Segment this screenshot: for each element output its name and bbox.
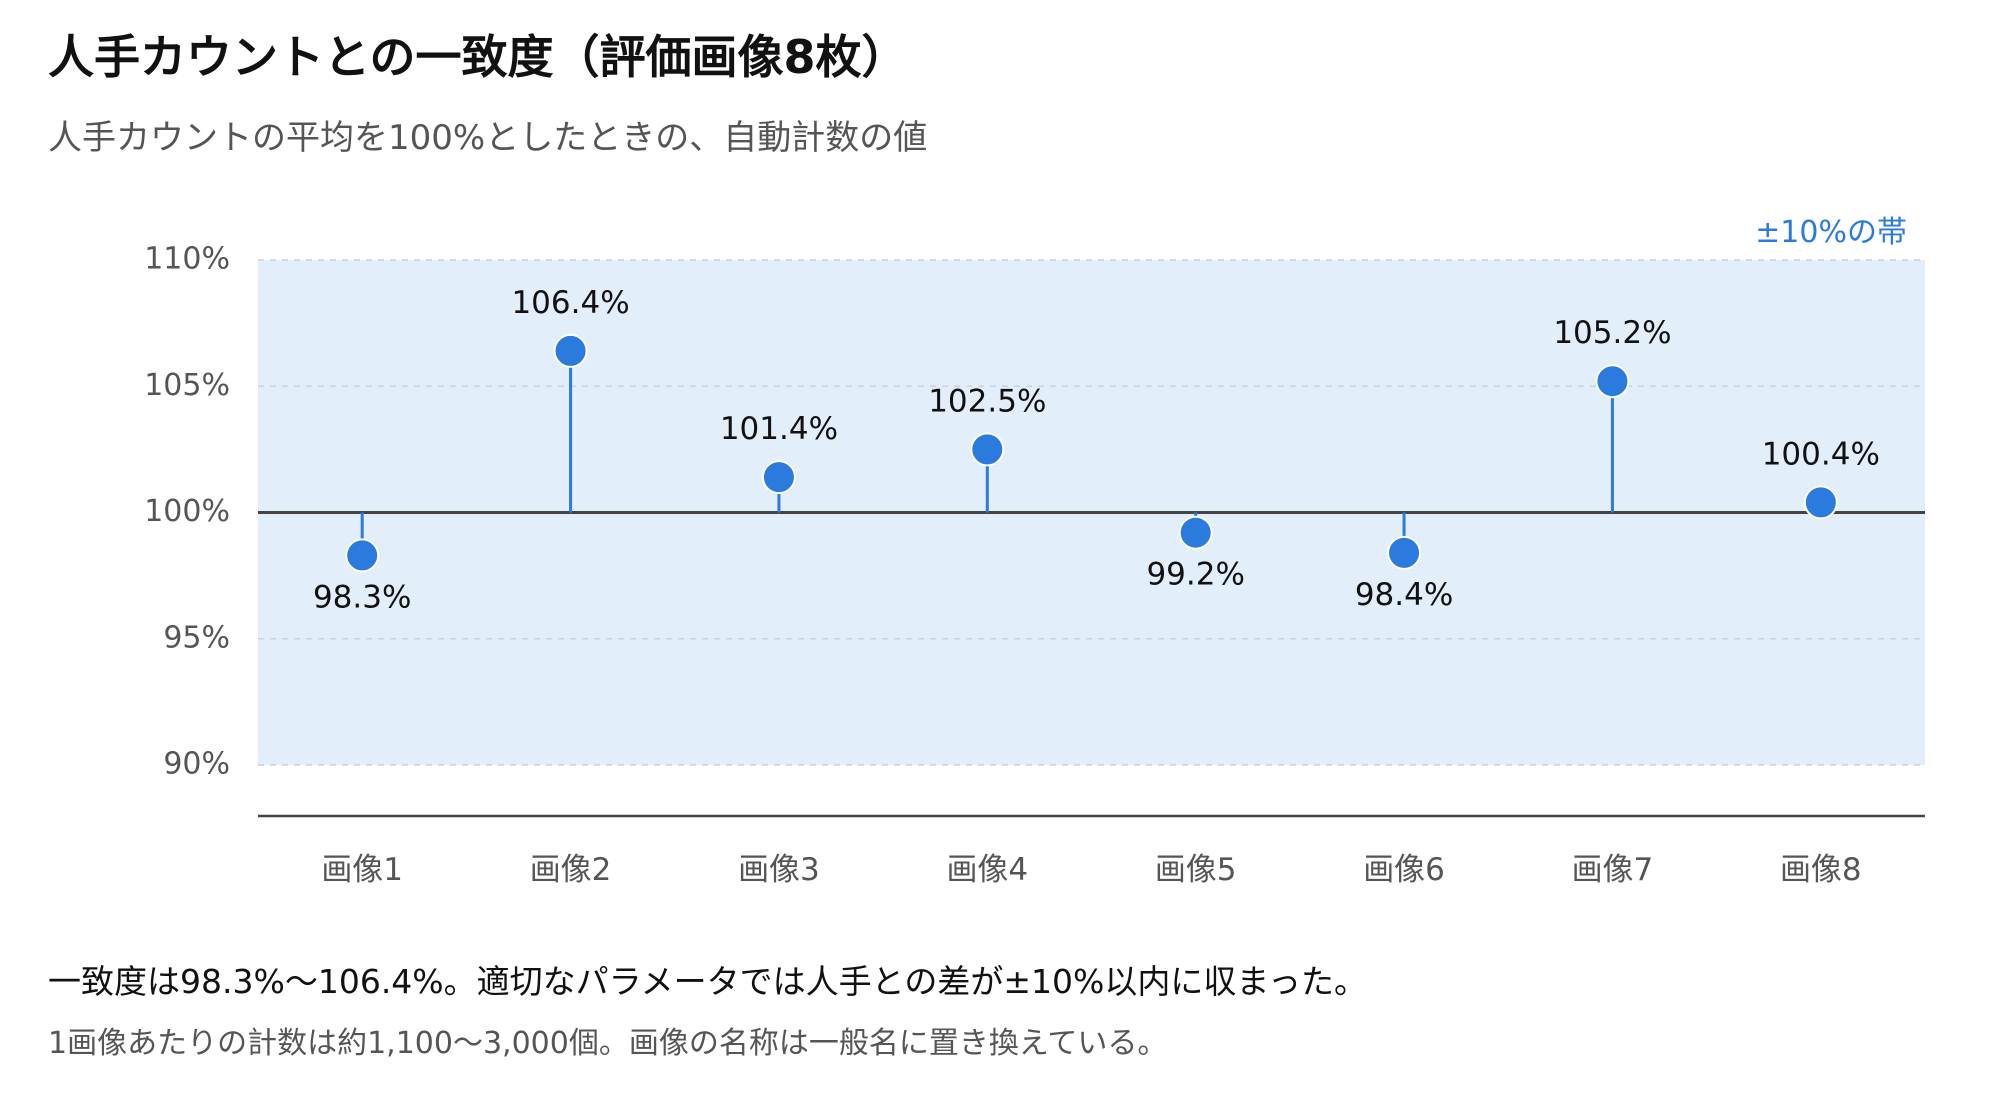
y-axis-ticks: 110% 105% 100% 95% 90% <box>144 242 230 782</box>
x-tick-label: 画像1 <box>321 852 403 888</box>
x-tick-label: 画像7 <box>1572 852 1654 888</box>
data-point <box>1803 485 1838 520</box>
data-point <box>1387 535 1422 570</box>
chart-subtitle: 人手カウントの平均を100%としたときの、自動計数の値 <box>48 118 928 158</box>
summary-sub-note: 1画像あたりの計数は約1,100〜3,000個。画像の名称は一般名に置き換えてい… <box>48 1026 1168 1061</box>
data-point <box>553 333 588 368</box>
data-point <box>761 460 796 495</box>
x-tick-label: 画像6 <box>1363 852 1445 888</box>
band-label: ±10%の帯 <box>1755 215 1907 250</box>
data-point <box>345 538 380 573</box>
x-tick-label: 画像2 <box>530 852 612 888</box>
data-label: 102.5% <box>928 383 1046 419</box>
data-label: 100.4% <box>1762 436 1880 472</box>
x-tick-label: 画像8 <box>1780 852 1862 888</box>
data-point <box>1595 364 1630 399</box>
data-label: 105.2% <box>1553 315 1671 351</box>
x-tick-label: 画像4 <box>946 852 1028 888</box>
lollipop-chart: 110% 105% 100% 95% 90% ±10%の帯 98.3% 106.4% 101… <box>144 215 1925 888</box>
data-label: 98.4% <box>1355 577 1453 613</box>
y-tick-label: 105% <box>144 368 230 403</box>
data-label: 99.2% <box>1146 557 1244 593</box>
data-label: 106.4% <box>511 285 629 321</box>
x-axis-ticks: 画像1 画像2 画像3 画像4 画像5 画像6 画像7 画像8 <box>321 852 1861 888</box>
y-tick-label: 100% <box>144 494 230 529</box>
summary-note: 一致度は98.3%〜106.4%。適切なパラメータでは人手との差が±10%以内に… <box>48 962 1368 1001</box>
x-tick-label: 画像3 <box>738 852 820 888</box>
chart-title: 人手カウントとの一致度（評価画像8枚） <box>48 30 908 84</box>
y-tick-label: 90% <box>163 747 230 782</box>
y-tick-label: 110% <box>144 242 230 277</box>
gridlines <box>258 259 1925 766</box>
data-points <box>345 333 1838 573</box>
data-labels: 98.3% 106.4% 101.4% 102.5% 99.2% 98.4% 105.2% 1… <box>313 285 1880 616</box>
y-tick-label: 95% <box>163 620 230 655</box>
data-label: 101.4% <box>720 411 838 447</box>
x-tick-label: 画像5 <box>1155 852 1237 888</box>
data-point <box>1178 515 1213 550</box>
data-point <box>970 432 1005 467</box>
data-label: 98.3% <box>313 579 411 615</box>
